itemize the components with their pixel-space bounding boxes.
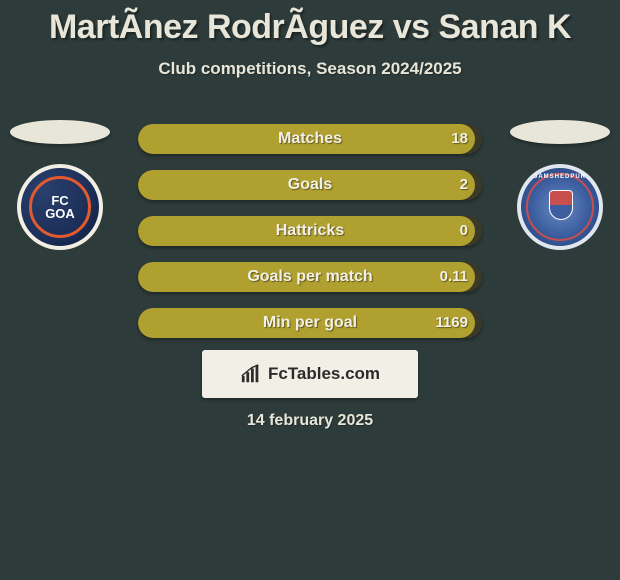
stat-row: Matches18 xyxy=(138,124,482,154)
player-avatar-placeholder-right xyxy=(510,120,610,144)
left-player-badge: FCGOA xyxy=(10,120,110,220)
stat-value: 0 xyxy=(460,216,468,246)
chart-icon xyxy=(240,363,262,385)
right-player-badge: JAMSHEDPUR xyxy=(510,120,610,220)
stat-value: 2 xyxy=(460,170,468,200)
left-team-crest: FCGOA xyxy=(17,164,103,250)
stat-value: 1169 xyxy=(435,308,468,338)
crest-jam-shield xyxy=(549,190,573,220)
branding-text: FcTables.com xyxy=(268,364,380,384)
stat-label: Hattricks xyxy=(138,216,482,246)
stat-row: Min per goal1169 xyxy=(138,308,482,338)
branding-panel: FcTables.com xyxy=(202,350,418,398)
stat-row: Goals2 xyxy=(138,170,482,200)
date-label: 14 february 2025 xyxy=(0,412,620,430)
crest-jam-label: JAMSHEDPUR xyxy=(521,174,599,180)
stat-label: Goals per match xyxy=(138,262,482,292)
stats-list: Matches18 Goals2 Hattricks0 Goals per match… xyxy=(138,124,482,354)
stat-value: 18 xyxy=(451,124,468,154)
stat-row: Hattricks0 xyxy=(138,216,482,246)
crest-goa-label: FCGOA xyxy=(29,176,91,238)
stat-label: Goals xyxy=(138,170,482,200)
right-team-crest: JAMSHEDPUR xyxy=(517,164,603,250)
stat-label: Min per goal xyxy=(138,308,482,338)
page-subtitle: Club competitions, Season 2024/2025 xyxy=(0,59,620,79)
infographic-root: MartÃnez RodrÃguez vs Sanan K Club compe… xyxy=(0,0,620,580)
stat-row: Goals per match0.11 xyxy=(138,262,482,292)
page-title: MartÃnez RodrÃguez vs Sanan K xyxy=(0,0,620,47)
stat-value: 0.11 xyxy=(440,262,468,292)
stat-label: Matches xyxy=(138,124,482,154)
player-avatar-placeholder-left xyxy=(10,120,110,144)
